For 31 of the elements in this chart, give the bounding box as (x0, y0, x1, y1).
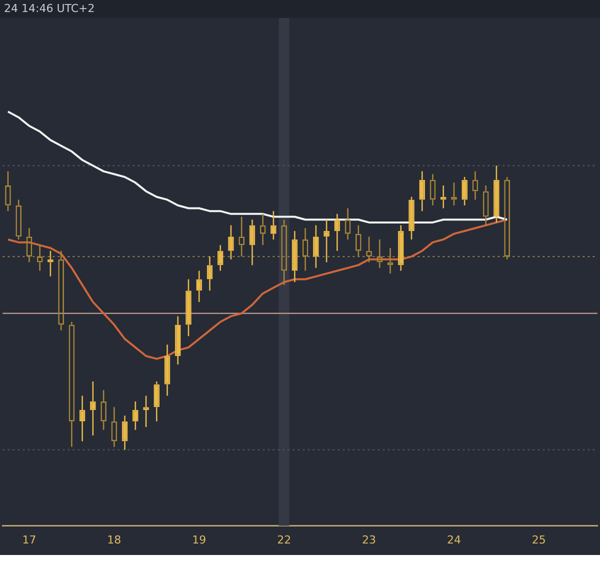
candlestick (440, 184, 446, 209)
candlestick (174, 316, 181, 366)
candlestick (398, 224, 404, 272)
x-tick-label: 25 (532, 533, 546, 546)
candlestick (90, 380, 96, 436)
candlestick (217, 244, 224, 272)
x-tick-label: 23 (362, 533, 376, 546)
x-tick-label: 24 (446, 533, 461, 546)
candlestick (164, 344, 170, 396)
candlestick (494, 164, 500, 224)
text: 24 14:46 UTC+2 (4, 2, 95, 15)
candlestick (334, 213, 340, 252)
x-tick-label: 17 (22, 533, 36, 546)
x-tick-label: 18 (107, 533, 122, 546)
candlestick (292, 230, 298, 283)
candlestick (324, 218, 330, 263)
candlestick (313, 224, 319, 269)
candlestick (122, 414, 128, 450)
candlestick (79, 395, 86, 442)
candlestick (186, 278, 192, 337)
candlestick (154, 380, 160, 422)
x-tick-label: 19 (192, 533, 206, 546)
candlestick (270, 210, 276, 240)
candlestick (196, 270, 202, 303)
x-tick-label: 22 (277, 533, 292, 546)
candlestick (206, 256, 213, 292)
candlestick (249, 218, 256, 266)
candlestick (48, 250, 54, 278)
candlestick (419, 170, 426, 212)
candlestick (408, 196, 414, 240)
candlestick (228, 224, 234, 260)
